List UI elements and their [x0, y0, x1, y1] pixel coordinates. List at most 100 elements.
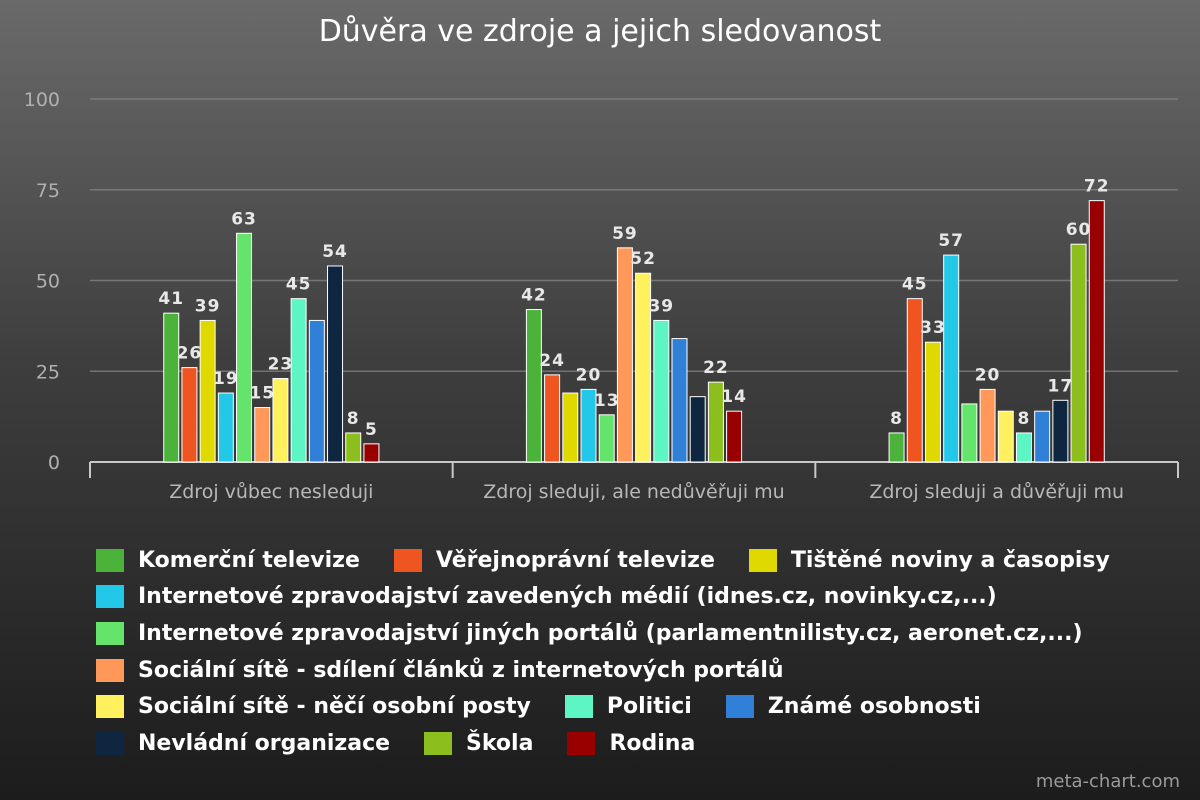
legend-row: Nevládní organizace Škola Rodina — [96, 725, 1176, 762]
legend-swatch — [96, 585, 124, 609]
bar — [327, 265, 344, 463]
legend-swatch — [748, 548, 777, 572]
bar — [943, 254, 960, 463]
bar — [580, 388, 597, 463]
legend-label: Tištěné noviny a časopisy — [790, 547, 1110, 573]
bar — [671, 338, 688, 463]
bar — [199, 319, 216, 463]
x-tick-label: Zdroj vůbec nesleduji — [169, 481, 373, 503]
bar — [707, 381, 724, 463]
bar — [1052, 399, 1069, 463]
legend-label: Škola — [466, 730, 534, 756]
y-tick-label: 0 — [48, 452, 60, 474]
bar-chart: 0 25 50 75 100 Zdroj vůbec nesleduji Zdroj sle… — [24, 89, 1179, 503]
legend-item: Nevládní organizace — [96, 731, 390, 756]
data-label: 13 — [594, 391, 620, 411]
y-tick-label: 50 — [36, 271, 60, 293]
data-label: 63 — [231, 209, 257, 229]
legend-label: Rodina — [609, 730, 696, 756]
data-label: 22 — [703, 358, 729, 378]
y-tick-label: 25 — [36, 361, 60, 383]
legend-item: Internetové zpravodajství zavedených méd… — [96, 584, 997, 609]
legend-item: Tištěné noviny a časopisy — [748, 547, 1110, 573]
data-label: 54 — [322, 242, 348, 262]
data-label: 45 — [286, 275, 312, 295]
bar — [308, 319, 325, 463]
data-label: 14 — [721, 387, 747, 407]
legend-item: Věřejnoprávní televize — [393, 547, 715, 573]
y-tick-label: 100 — [24, 89, 60, 111]
legend-item: Sociální sítě - sdílení článků z interne… — [96, 658, 784, 683]
legend-swatch — [725, 695, 754, 719]
bar — [598, 414, 615, 463]
legend-label: Komerční televize — [138, 547, 360, 573]
x-tick-label: Zdroj sleduji, ale nedůvěřuji mu — [483, 481, 784, 503]
legend: Komerční televize Věřejnoprávní televize T… — [96, 542, 1176, 762]
bar — [689, 396, 706, 463]
data-label: 17 — [1048, 376, 1074, 396]
bar — [544, 374, 561, 463]
legend-swatch — [96, 621, 124, 645]
watermark: meta-chart.com — [1035, 771, 1180, 792]
bar — [1088, 200, 1105, 463]
data-label: 23 — [268, 355, 294, 375]
data-label: 15 — [249, 384, 275, 404]
bar — [181, 367, 198, 463]
legend-label: Sociální sítě - něčí osobní posty — [138, 694, 531, 720]
data-label: 8 — [890, 409, 903, 429]
bar — [1015, 432, 1032, 463]
data-label: 26 — [177, 344, 203, 364]
legend-label: Věřejnoprávní televize — [435, 547, 715, 573]
data-label: 42 — [521, 286, 547, 306]
legend-item: Internetové zpravodajství jiných portálů… — [96, 621, 1083, 646]
legend-label: Politici — [606, 694, 692, 720]
legend-swatch — [96, 548, 124, 572]
y-tick-label: 75 — [36, 180, 60, 202]
legend-swatch — [96, 658, 124, 682]
data-label: 8 — [1018, 409, 1031, 429]
legend-label: Sociální sítě - sdílení článků z interne… — [138, 657, 784, 683]
legend-label: Internetové zpravodajství jiných portálů… — [138, 620, 1083, 646]
legend-row: Komerční televize Věřejnoprávní televize T… — [96, 542, 1176, 579]
legend-swatch — [393, 548, 422, 572]
bar — [961, 403, 978, 463]
bar — [272, 378, 289, 463]
legend-row: Sociální sítě - sdílení článků z interne… — [96, 652, 1176, 689]
legend-row: Internetové zpravodajství zavedených méd… — [96, 579, 1176, 616]
data-label: 20 — [975, 365, 1001, 385]
legend-row: Internetové zpravodajství jiných portálů… — [96, 615, 1176, 652]
data-label: 59 — [612, 224, 638, 244]
bar — [236, 232, 253, 463]
bar — [726, 410, 743, 463]
bar — [653, 319, 670, 463]
legend-swatch — [96, 731, 124, 755]
legend-swatch — [424, 731, 453, 755]
data-label: 72 — [1084, 177, 1110, 197]
data-label: 45 — [902, 275, 928, 295]
bar — [525, 309, 542, 463]
bar — [924, 341, 941, 463]
data-label: 33 — [920, 318, 946, 338]
data-label: 39 — [195, 296, 221, 316]
data-label: 19 — [213, 369, 239, 389]
legend-label: Internetové zpravodajství zavedených méd… — [138, 584, 997, 610]
legend-item: Známé osobnosti — [725, 694, 981, 720]
data-label: 41 — [158, 289, 184, 309]
x-tick-label: Zdroj sleduji a důvěřuji mu — [869, 481, 1124, 503]
bar — [290, 298, 307, 463]
legend-item: Komerční televize — [96, 548, 360, 573]
legend-label: Známé osobnosti — [767, 694, 981, 720]
bar — [635, 272, 652, 463]
data-label: 60 — [1066, 220, 1092, 240]
data-label: 8 — [347, 409, 360, 429]
chart-title: Důvěra ve zdroje a jejich sledovanost — [318, 14, 882, 49]
bar — [363, 443, 380, 463]
bar — [345, 432, 362, 463]
bar — [254, 407, 271, 463]
legend-item: Sociální sítě - něčí osobní posty — [96, 694, 531, 719]
bar — [979, 388, 996, 463]
data-label: 52 — [630, 249, 656, 269]
legend-swatch — [564, 695, 593, 719]
legend-swatch — [567, 731, 596, 755]
bar — [888, 432, 905, 463]
